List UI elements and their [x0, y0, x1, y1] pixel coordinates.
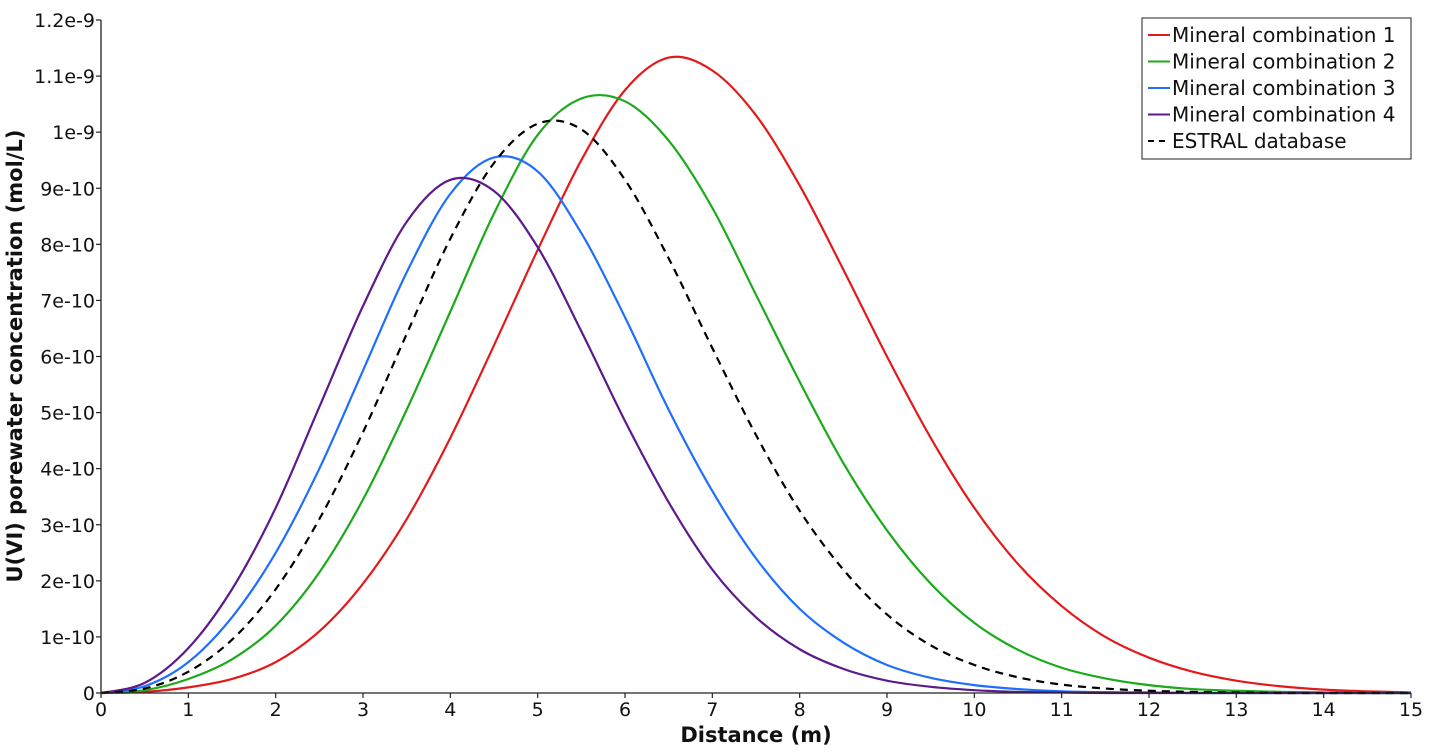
series-line-2: [100, 93, 1411, 695]
y-tick-label: 6e-10: [40, 347, 95, 369]
x-tick-label: 14: [1312, 699, 1336, 721]
y-ticks: 0 1e-10 2e-10 3e-10 4e-10 5e-10 6e-10 7e-10 8e-1…: [34, 10, 101, 705]
x-tick-label: 2: [270, 699, 282, 721]
y-tick-label: 1e-9: [52, 122, 95, 144]
y-tick-label: 7e-10: [40, 290, 95, 312]
x-tick-label: 9: [881, 699, 893, 721]
y-tick-label: 3e-10: [40, 515, 95, 537]
x-tick-label: 3: [357, 699, 369, 721]
legend-label: Mineral combination 1: [1172, 23, 1395, 47]
legend-label: Mineral combination 2: [1172, 50, 1395, 74]
legend: Mineral combination 1 Mineral combination…: [1141, 17, 1412, 160]
x-tick-label: 10: [962, 699, 986, 721]
x-tick-label: 15: [1399, 699, 1423, 721]
y-tick-label: 2e-10: [40, 571, 95, 593]
y-tick-label: 8e-10: [40, 234, 95, 256]
x-ticks: 0 1 2 3 4 5 6 7 8 9 10 11 12 13 14 15: [95, 693, 1423, 721]
y-tick-label: 9e-10: [40, 178, 95, 200]
series-line-1: [100, 55, 1412, 695]
x-axis-title: Distance (m): [680, 723, 831, 747]
x-tick-label: 6: [619, 699, 631, 721]
legend-label: Mineral combination 3: [1172, 76, 1395, 100]
y-tick-label: 0: [83, 683, 95, 705]
series-line-5: [100, 119, 1411, 695]
y-tick-label: 1e-10: [40, 627, 95, 649]
x-tick-label: 5: [532, 699, 544, 721]
x-tick-label: 7: [706, 699, 718, 721]
series-line-3: [100, 155, 1411, 695]
y-tick-label: 1.2e-9: [34, 10, 95, 32]
x-tick-label: 8: [794, 699, 806, 721]
legend-label: ESTRAL database: [1172, 129, 1347, 153]
y-tick-label: 1.1e-9: [34, 66, 95, 88]
x-tick-label: 13: [1224, 699, 1248, 721]
y-tick-label: 4e-10: [40, 459, 95, 481]
legend-items: Mineral combination 1 Mineral combination…: [1148, 23, 1395, 153]
y-axis-title: U(VI) porewater concentration (mol/L): [3, 130, 27, 583]
x-tick-label: 11: [1050, 699, 1074, 721]
x-tick-label: 1: [182, 699, 194, 721]
x-tick-label: 12: [1137, 699, 1161, 721]
legend-box: [1141, 17, 1412, 160]
x-tick-label: 0: [95, 699, 107, 721]
x-tick-label: 4: [444, 699, 456, 721]
y-tick-label: 5e-10: [40, 403, 95, 425]
legend-label: Mineral combination 4: [1172, 103, 1395, 127]
